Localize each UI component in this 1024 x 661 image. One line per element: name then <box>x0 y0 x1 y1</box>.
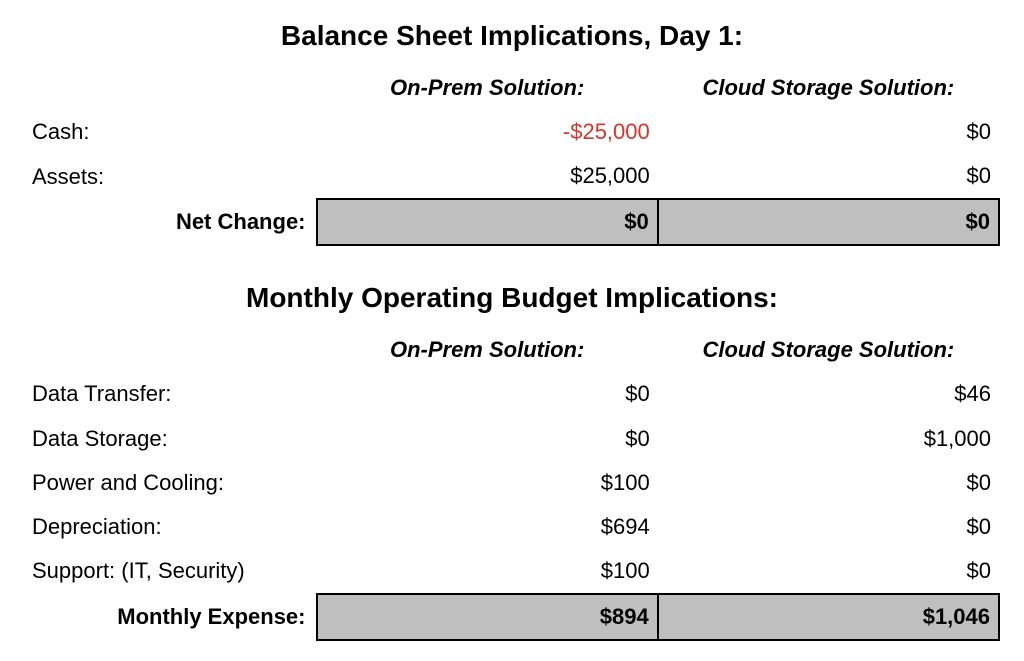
monthly-total-v2: $1,046 <box>658 594 999 640</box>
monthly-total-v1: $894 <box>317 594 658 640</box>
row-label: Cash: <box>24 110 317 154</box>
monthly-total-label: Monthly Expense: <box>24 594 317 640</box>
row-value-onprem: $100 <box>317 549 658 594</box>
balance-title: Balance Sheet Implications, Day 1: <box>24 20 1000 52</box>
balance-col1-header: On-Prem Solution: <box>317 66 658 110</box>
balance-total-v2: $0 <box>658 199 999 245</box>
table-row: Assets:$25,000$0 <box>24 154 999 199</box>
row-value-onprem: $0 <box>317 417 658 461</box>
balance-header-row: On-Prem Solution: Cloud Storage Solution… <box>24 66 999 110</box>
balance-total-v1: $0 <box>317 199 658 245</box>
monthly-col1-header: On-Prem Solution: <box>317 328 658 372</box>
row-value-cloud: $1,000 <box>658 417 999 461</box>
row-label: Data Transfer: <box>24 372 317 416</box>
row-value-onprem: $0 <box>317 372 658 416</box>
row-label: Depreciation: <box>24 505 317 549</box>
row-label: Power and Cooling: <box>24 461 317 505</box>
row-value-onprem: $694 <box>317 505 658 549</box>
table-row: Data Storage:$0$1,000 <box>24 417 999 461</box>
row-value-cloud: $0 <box>658 549 999 594</box>
row-value-cloud: $0 <box>658 461 999 505</box>
row-value-onprem: $100 <box>317 461 658 505</box>
table-row: Cash:-$25,000$0 <box>24 110 999 154</box>
balance-col2-header: Cloud Storage Solution: <box>658 66 999 110</box>
table-row: Data Transfer:$0$46 <box>24 372 999 416</box>
row-label: Data Storage: <box>24 417 317 461</box>
row-value-onprem: $25,000 <box>317 154 658 199</box>
monthly-total-row: Monthly Expense: $894 $1,046 <box>24 594 999 640</box>
row-value-onprem: -$25,000 <box>317 110 658 154</box>
balance-total-row: Net Change: $0 $0 <box>24 199 999 245</box>
row-label: Assets: <box>24 154 317 199</box>
row-value-cloud: $0 <box>658 110 999 154</box>
balance-total-label: Net Change: <box>24 199 317 245</box>
balance-table: On-Prem Solution: Cloud Storage Solution… <box>24 66 1000 246</box>
row-label: Support: (IT, Security) <box>24 549 317 594</box>
row-value-cloud: $46 <box>658 372 999 416</box>
monthly-table: On-Prem Solution: Cloud Storage Solution… <box>24 328 1000 641</box>
monthly-header-row: On-Prem Solution: Cloud Storage Solution… <box>24 328 999 372</box>
table-row: Depreciation:$694$0 <box>24 505 999 549</box>
monthly-title: Monthly Operating Budget Implications: <box>24 282 1000 314</box>
monthly-col2-header: Cloud Storage Solution: <box>658 328 999 372</box>
row-value-cloud: $0 <box>658 505 999 549</box>
row-value-cloud: $0 <box>658 154 999 199</box>
table-row: Support: (IT, Security)$100$0 <box>24 549 999 594</box>
table-row: Power and Cooling:$100$0 <box>24 461 999 505</box>
